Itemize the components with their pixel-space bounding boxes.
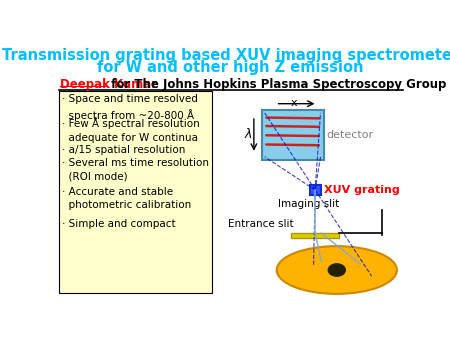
Text: XUV grating: XUV grating — [324, 185, 400, 195]
Text: · Accurate and stable
  photometric calibration: · Accurate and stable photometric calibr… — [62, 187, 191, 211]
Text: for The Johns Hopkins Plasma Spectroscopy Group: for The Johns Hopkins Plasma Spectroscop… — [108, 77, 447, 91]
Ellipse shape — [277, 246, 397, 294]
Bar — [291, 233, 339, 238]
Text: λ: λ — [244, 128, 252, 141]
Text: Deepak Kumar: Deepak Kumar — [60, 77, 157, 91]
FancyBboxPatch shape — [261, 110, 324, 160]
Text: · Several ms time resolution
  (ROI mode): · Several ms time resolution (ROI mode) — [62, 158, 209, 181]
Text: Imaging slit: Imaging slit — [278, 199, 339, 209]
Text: x: x — [291, 98, 297, 107]
Text: · Space and time resolved
  spectra from ~20-800 Å: · Space and time resolved spectra from ~… — [62, 94, 198, 121]
Bar — [310, 185, 320, 195]
Text: detector: detector — [327, 129, 374, 140]
Ellipse shape — [328, 264, 345, 276]
Text: for W and other high Z emission: for W and other high Z emission — [97, 60, 364, 75]
Text: Entrance slit: Entrance slit — [228, 219, 294, 229]
Text: Transmission grating based XUV imaging spectrometer: Transmission grating based XUV imaging s… — [2, 48, 450, 63]
Text: · a/15 spatial resolution: · a/15 spatial resolution — [62, 145, 185, 155]
Text: · Simple and compact: · Simple and compact — [62, 219, 176, 229]
Text: · Few Å spectral resolution
  adequate for W continua: · Few Å spectral resolution adequate for… — [62, 118, 199, 143]
FancyBboxPatch shape — [58, 91, 212, 293]
